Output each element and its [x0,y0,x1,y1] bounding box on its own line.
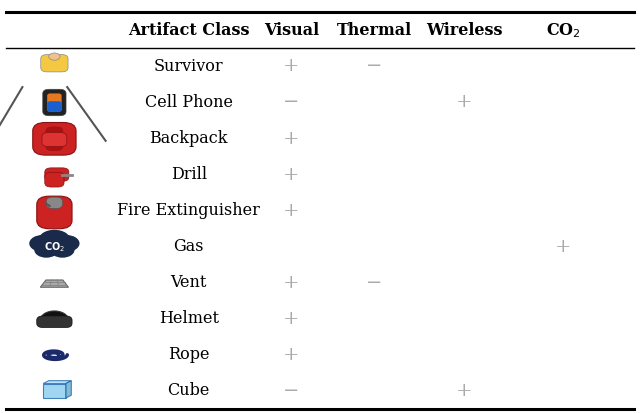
Polygon shape [43,384,66,398]
Circle shape [35,242,58,258]
Text: Helmet: Helmet [159,310,219,327]
Text: Cell Phone: Cell Phone [145,94,233,111]
Text: +: + [283,202,300,220]
FancyBboxPatch shape [47,93,61,112]
Text: Visual: Visual [264,22,319,39]
Text: Cube: Cube [168,382,210,399]
FancyBboxPatch shape [45,172,64,187]
FancyBboxPatch shape [43,89,66,116]
Text: +: + [283,346,300,364]
Polygon shape [66,381,71,398]
Text: Fire Extinguisher: Fire Extinguisher [117,202,260,219]
FancyBboxPatch shape [45,168,69,181]
FancyBboxPatch shape [45,127,60,151]
Text: Vent: Vent [171,274,207,291]
Text: +: + [283,274,300,292]
FancyBboxPatch shape [36,196,72,229]
Circle shape [29,235,56,252]
Circle shape [51,242,74,258]
Text: +: + [555,237,572,256]
FancyBboxPatch shape [41,55,68,72]
FancyBboxPatch shape [47,101,61,112]
Text: Backpack: Backpack [150,130,228,147]
Text: −: − [283,382,300,400]
Polygon shape [43,381,71,384]
Circle shape [49,53,60,60]
Text: Gas: Gas [173,238,204,255]
Wedge shape [40,311,68,320]
Text: Artifact Class: Artifact Class [128,22,250,39]
Text: Survivor: Survivor [154,58,223,75]
Text: −: − [366,57,383,76]
FancyBboxPatch shape [49,127,63,151]
Text: +: + [283,310,300,328]
Text: +: + [283,130,300,147]
Text: Rope: Rope [168,347,209,363]
Text: +: + [456,382,472,400]
FancyBboxPatch shape [33,123,76,155]
Circle shape [53,235,79,252]
Text: +: + [283,166,300,184]
Text: Thermal: Thermal [337,22,412,39]
Text: −: − [366,274,383,292]
Text: CO$_2$: CO$_2$ [44,240,65,254]
Text: −: − [283,93,300,112]
Text: CO$_2$: CO$_2$ [546,21,580,40]
Circle shape [38,230,70,251]
Text: +: + [283,57,300,76]
FancyBboxPatch shape [42,133,67,147]
Text: Wireless: Wireless [426,22,502,39]
FancyBboxPatch shape [36,316,72,328]
Text: +: + [456,93,472,112]
FancyBboxPatch shape [46,197,63,209]
Text: Drill: Drill [171,166,207,183]
Polygon shape [40,280,68,287]
